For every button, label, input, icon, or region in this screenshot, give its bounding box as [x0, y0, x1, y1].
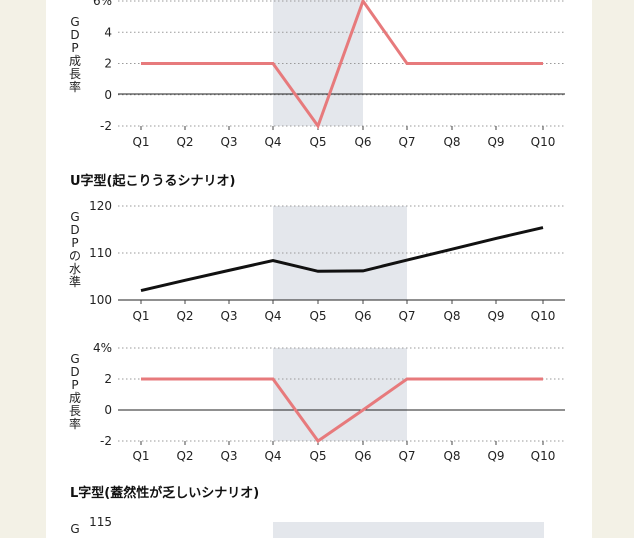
- y-axis-label: D: [70, 365, 79, 379]
- y-tick-label: -2: [100, 434, 112, 448]
- x-tick-label: Q3: [220, 449, 237, 463]
- y-axis-label: 成: [69, 54, 81, 68]
- y-axis-label: G: [70, 210, 79, 224]
- y-tick-label: 2: [104, 372, 112, 386]
- x-tick-label: Q6: [354, 309, 371, 323]
- x-tick-label: Q4: [264, 309, 281, 323]
- x-tick-label: Q10: [531, 309, 556, 323]
- y-axis-label: D: [70, 223, 79, 237]
- x-tick-label: Q7: [398, 309, 415, 323]
- y-tick-label: -2: [100, 119, 112, 133]
- x-tick-label: Q10: [531, 449, 556, 463]
- x-tick-label: Q9: [487, 309, 504, 323]
- series-line: [141, 377, 543, 444]
- y-tick-label: 100: [89, 293, 112, 307]
- x-tick-label: Q10: [531, 135, 556, 149]
- x-tick-label: Q5: [309, 449, 326, 463]
- y-axis-label: 長: [69, 67, 81, 81]
- x-tick-label: Q2: [176, 309, 193, 323]
- x-tick-label: Q2: [176, 135, 193, 149]
- y-axis-label: 水: [69, 262, 81, 276]
- shaded-period: [273, 522, 544, 538]
- y-axis-label: の: [69, 249, 81, 263]
- x-tick-label: Q6: [354, 135, 371, 149]
- x-tick-label: Q7: [398, 449, 415, 463]
- y-tick-label: 110: [89, 246, 112, 260]
- y-tick-label: 2: [104, 57, 112, 71]
- x-tick-label: Q9: [487, 135, 504, 149]
- x-tick-label: Q5: [309, 309, 326, 323]
- x-tick-label: Q9: [487, 449, 504, 463]
- y-axis-label: G: [70, 522, 79, 536]
- y-axis-label: P: [71, 236, 78, 250]
- y-tick-label: 0: [104, 403, 112, 417]
- x-tick-label: Q6: [354, 449, 371, 463]
- y-axis-label: 率: [69, 416, 81, 431]
- y-tick-label: 6%: [93, 0, 112, 8]
- chart-title: U字型(起こりうるシナリオ): [70, 173, 235, 189]
- x-tick-label: Q1: [132, 309, 149, 323]
- y-axis-label: 準: [69, 274, 81, 289]
- x-tick-label: Q4: [264, 135, 281, 149]
- x-tick-label: Q7: [398, 135, 415, 149]
- y-axis-label: 長: [69, 404, 81, 418]
- y-tick-label: 120: [89, 199, 112, 213]
- y-axis-label: 成: [69, 391, 81, 405]
- x-tick-label: Q1: [132, 449, 149, 463]
- series-line: [140, 226, 544, 293]
- x-tick-label: Q3: [220, 135, 237, 149]
- y-tick-label: 0: [104, 88, 112, 102]
- x-tick-label: Q8: [443, 309, 460, 323]
- x-tick-label: Q3: [220, 309, 237, 323]
- x-tick-label: Q5: [309, 135, 326, 149]
- series-line: [141, 0, 543, 130]
- y-axis-label: P: [71, 41, 78, 55]
- y-tick-label: 4: [104, 25, 112, 39]
- y-axis-label: 率: [69, 79, 81, 94]
- y-axis-label: D: [70, 28, 79, 42]
- y-axis-label: G: [70, 15, 79, 29]
- y-axis-label: P: [71, 378, 78, 392]
- chart-title: L字型(蓋然性が乏しいシナリオ): [70, 485, 259, 501]
- x-tick-label: Q8: [443, 449, 460, 463]
- x-tick-label: Q2: [176, 449, 193, 463]
- y-axis-label: G: [70, 352, 79, 366]
- y-tick-label: 115: [89, 515, 112, 529]
- x-tick-label: Q8: [443, 135, 460, 149]
- chart-card: -2 0 2 4 6% Q1 Q2 Q3 Q4 Q5 Q6 Q7 Q8 Q9 Q10 G D P 成長率 U字型(起こ…: [46, 0, 592, 538]
- y-tick-label: 4%: [93, 341, 112, 355]
- x-tick-label: Q1: [132, 135, 149, 149]
- x-tick-label: Q4: [264, 449, 281, 463]
